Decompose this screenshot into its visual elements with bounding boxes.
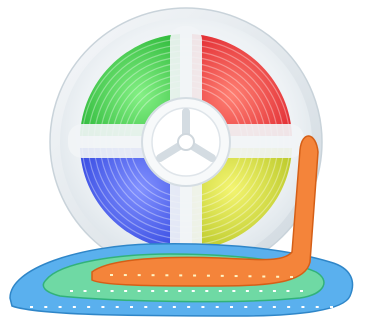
led-chip: [191, 290, 195, 292]
led-chip: [244, 306, 248, 308]
led-chip: [248, 275, 252, 278]
led-chip: [258, 306, 262, 308]
reel-spoke-horizontal-right: [212, 124, 304, 158]
led-chip: [206, 274, 210, 277]
led-chip: [123, 274, 127, 277]
led-chip: [301, 306, 305, 308]
led-chip: [172, 306, 176, 308]
led-chip: [158, 306, 162, 308]
led-chip: [300, 290, 303, 292]
led-strips: [9, 135, 354, 317]
led-chip: [164, 290, 168, 292]
reel-spoke-horizontal-left: [68, 124, 160, 158]
led-chip: [83, 290, 87, 292]
led-chip: [44, 306, 48, 308]
led-chip: [218, 290, 222, 292]
led-chip: [286, 290, 290, 292]
led-chip: [230, 306, 233, 308]
led-chip: [205, 290, 209, 292]
led-chip: [137, 290, 141, 292]
led-chip: [178, 290, 182, 292]
led-chip: [272, 306, 276, 308]
led-chip: [110, 290, 114, 292]
led-chip: [144, 306, 148, 308]
led-chip: [151, 274, 155, 277]
led-chip: [245, 290, 249, 292]
led-chip: [151, 290, 155, 292]
led-chip: [259, 290, 263, 292]
reel: [49, 7, 323, 277]
led-chip: [179, 274, 183, 277]
led-chip: [220, 274, 224, 277]
reel-hub-center: [177, 133, 195, 151]
led-chip: [87, 306, 91, 308]
led-chip: [234, 275, 238, 278]
led-chip: [110, 274, 113, 276]
led-chip: [72, 306, 76, 308]
led-chip: [315, 306, 319, 308]
led-chip: [70, 290, 73, 292]
orange-led-strip: [91, 135, 319, 287]
led-chip: [287, 306, 291, 308]
led-chip: [130, 306, 133, 308]
led-chip: [30, 306, 33, 308]
led-chip: [215, 306, 219, 308]
led-chip: [276, 275, 280, 278]
led-chip: [232, 290, 236, 292]
led-chip: [330, 306, 333, 308]
led-chip: [201, 306, 205, 308]
led-chip: [187, 306, 191, 308]
led-chip: [137, 274, 141, 277]
led-chip: [262, 275, 266, 278]
led-chip: [272, 290, 276, 292]
led-chip: [193, 274, 197, 277]
led-chip-dots: [30, 274, 333, 308]
led-chip: [101, 306, 105, 308]
led-chip: [124, 290, 128, 292]
led-chip: [58, 306, 62, 308]
led-chip: [290, 276, 293, 278]
led-chip: [115, 306, 119, 308]
led-chip: [165, 274, 169, 277]
led-chip: [97, 290, 101, 292]
